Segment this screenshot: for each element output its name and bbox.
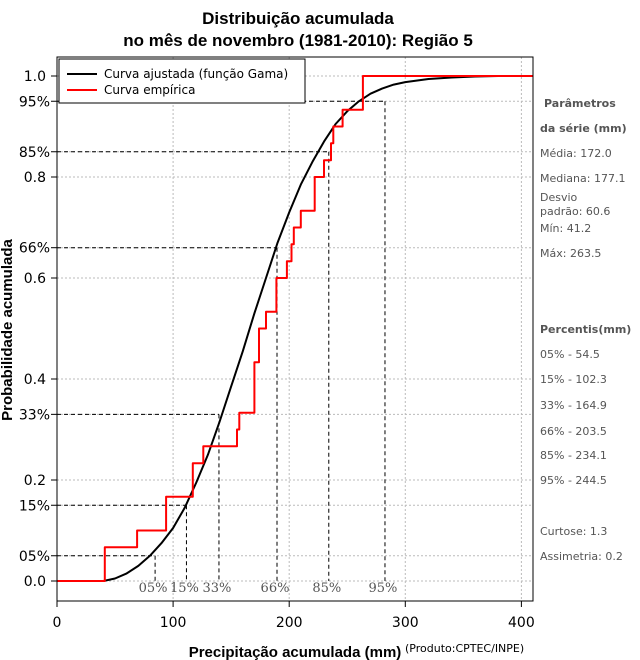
x-tick-label-200: 200 bbox=[276, 615, 303, 631]
percentile-x-label-2: 33% bbox=[203, 581, 232, 596]
percentile-x-label-4: 85% bbox=[312, 581, 341, 596]
x-tick-label-100: 100 bbox=[160, 615, 187, 631]
assimetria: Assimetria: 0.2 bbox=[540, 550, 623, 563]
y-axis: 0.0 0.2 0.4 0.6 0.8 1.0 05% 15% 33% 66% 85% 95% bbox=[19, 69, 57, 590]
y-percentile-label-15%: 15% bbox=[19, 498, 50, 514]
plot-frame bbox=[56, 56, 534, 602]
chart-title-line1: Distribuição acumulada bbox=[202, 9, 394, 28]
percentile-x-label-1: 15% bbox=[170, 581, 199, 596]
x-tick-label-300: 300 bbox=[392, 615, 419, 631]
y-percentile-label-95%: 95% bbox=[19, 94, 50, 110]
grid-lines bbox=[56, 57, 533, 601]
x-tick-label-0: 0 bbox=[53, 615, 62, 631]
y-percentile-label-05%: 05% bbox=[19, 549, 50, 565]
y-axis-label: Probabilidade acumulada bbox=[0, 238, 16, 420]
legend-label-fitted: Curva ajustada (função Gama) bbox=[104, 67, 288, 81]
y-percentile-label-85%: 85% bbox=[19, 145, 50, 161]
params-header-2: da série (mm) bbox=[540, 122, 627, 135]
percentile-guides bbox=[57, 100, 386, 581]
credit-label: (Produto:CPTEC/INPE) bbox=[405, 642, 524, 655]
percentile-x-label-5: 95% bbox=[369, 581, 398, 596]
series-line-fitted-gamma bbox=[103, 75, 533, 582]
param-min: Mín: 41.2 bbox=[540, 222, 591, 235]
side-panel: Parâmetros da série (mm) Média: 172.0 Me… bbox=[540, 97, 631, 563]
percentil-85: 85% - 234.1 bbox=[540, 449, 607, 462]
y-tick-label-0.6: 0.6 bbox=[24, 271, 46, 287]
param-desvio-2: padrão: 60.6 bbox=[540, 205, 610, 218]
percentil-95: 95% - 244.5 bbox=[540, 474, 607, 487]
percentil-66: 66% - 203.5 bbox=[540, 425, 607, 438]
legend-label-empirical: Curva empírica bbox=[104, 83, 195, 97]
series-line-empirical bbox=[57, 75, 533, 582]
param-desvio-1: Desvio bbox=[540, 191, 578, 204]
y-tick-label-1.0: 1.0 bbox=[24, 69, 46, 85]
percentil-33: 33% - 164.9 bbox=[540, 399, 607, 412]
percentil-15: 15% - 102.3 bbox=[540, 373, 607, 386]
y-percentile-label-66%: 66% bbox=[19, 241, 50, 257]
y-tick-label-0.0: 0.0 bbox=[24, 574, 46, 590]
y-tick-label-0.4: 0.4 bbox=[24, 372, 46, 388]
param-max: Máx: 263.5 bbox=[540, 247, 601, 260]
x-tick-label-400: 400 bbox=[508, 615, 535, 631]
series-layer bbox=[57, 75, 533, 582]
x-axis-label: Precipitação acumulada (mm) bbox=[189, 644, 402, 660]
param-mediana: Mediana: 177.1 bbox=[540, 172, 625, 185]
legend: Curva ajustada (função Gama) Curva empír… bbox=[58, 58, 306, 104]
chart-title-line2: no mês de novembro (1981-2010): Região 5 bbox=[123, 31, 473, 50]
param-media: Média: 172.0 bbox=[540, 147, 612, 160]
legend-box bbox=[58, 58, 306, 104]
y-tick-label-0.2: 0.2 bbox=[24, 473, 46, 489]
percentil-05: 05% - 54.5 bbox=[540, 348, 600, 361]
percentile-x-label-3: 66% bbox=[261, 581, 290, 596]
percentile-x-label-0: 05% bbox=[139, 581, 168, 596]
x-axis: 0 100 200 300 400 bbox=[53, 601, 535, 631]
percentis-header: Percentis(mm) bbox=[540, 323, 631, 336]
percentile-x-labels: 05% 15% 33% 66% 85% 95% bbox=[139, 581, 398, 596]
y-percentile-label-33%: 33% bbox=[19, 407, 50, 423]
curtose: Curtose: 1.3 bbox=[540, 525, 607, 538]
params-header-1: Parâmetros bbox=[544, 97, 616, 110]
y-tick-label-0.8: 0.8 bbox=[24, 170, 46, 186]
